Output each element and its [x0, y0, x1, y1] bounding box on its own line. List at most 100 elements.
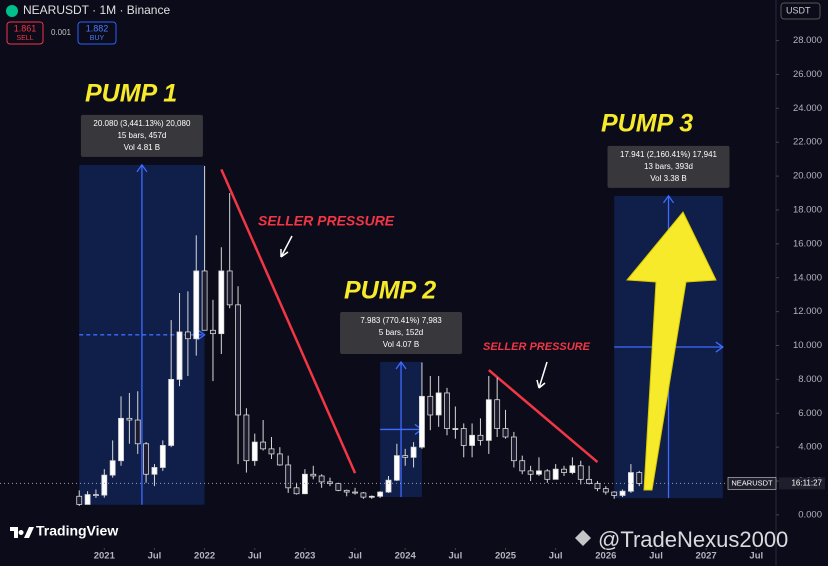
range-info-text: 13 bars, 393d — [644, 162, 693, 171]
x-tick-label: 2021 — [94, 551, 116, 562]
candle-body — [193, 270, 200, 340]
range-arrow-head — [395, 360, 407, 370]
range-arrow-head — [662, 194, 675, 204]
y-tick-label: 0.000 — [798, 509, 822, 520]
range-info-box — [340, 311, 463, 354]
candle-body — [628, 472, 634, 492]
candle-body — [544, 470, 551, 480]
sell-button[interactable] — [6, 21, 44, 45]
candle-body — [293, 487, 300, 495]
countdown: 16:11:27 — [791, 479, 822, 488]
candle-body — [460, 428, 467, 446]
candle-body — [410, 446, 417, 458]
candle-body — [76, 495, 83, 505]
x-tick-label: Jul — [248, 551, 262, 562]
candle-body — [477, 434, 484, 441]
candle-body — [393, 455, 400, 481]
candle-body — [93, 494, 99, 496]
currency: USDT — [786, 5, 811, 15]
candle-body — [84, 494, 91, 505]
currency-select[interactable] — [780, 2, 821, 20]
candle-body — [235, 304, 241, 416]
spread: 0.001 — [51, 28, 72, 37]
hint-arrow — [280, 235, 293, 258]
x-tick-label: Jul — [148, 551, 162, 562]
candles — [76, 165, 643, 506]
candle-body — [109, 460, 116, 476]
range-mid-head — [715, 341, 724, 353]
range-info-box — [607, 145, 730, 188]
candle-body — [126, 417, 133, 421]
candle-body — [619, 490, 626, 496]
candle-body — [184, 331, 191, 340]
range-info-box — [80, 114, 203, 157]
sell-price: 1.861 — [14, 23, 37, 33]
candle-body — [276, 453, 283, 466]
buy-button[interactable] — [77, 21, 117, 45]
candle-body — [343, 489, 350, 493]
range-info-text: 17.941 (2,160.41%) 17,941 — [620, 150, 718, 159]
candle-body — [143, 443, 149, 475]
candle-body — [510, 436, 517, 462]
candle-body — [285, 464, 292, 489]
pump-label: PUMP 1 — [85, 80, 177, 108]
x-tick-label: Jul — [749, 551, 763, 562]
range-info-text: 20.080 (3,441.13%) 20,080 — [93, 119, 191, 128]
candle-body — [536, 470, 542, 475]
pump-label: PUMP 2 — [344, 277, 436, 305]
candle-body — [444, 392, 450, 429]
candle-body — [586, 478, 593, 484]
candle-body — [243, 414, 250, 462]
candle-body — [318, 475, 325, 483]
y-tick-label: 24.000 — [793, 103, 822, 114]
candle-body — [561, 468, 567, 473]
candle-body — [260, 441, 267, 450]
candle-body — [268, 448, 275, 455]
y-tick-label: 18.000 — [793, 204, 822, 215]
countdown-box — [779, 477, 825, 490]
candle-body — [159, 445, 166, 468]
overlay — [280, 211, 717, 491]
x-tick-label: 2026 — [595, 551, 616, 562]
price-tag-symbol: NEARUSDT — [731, 478, 773, 487]
tradingview-logo: TradingView — [10, 523, 118, 539]
x-tick-label: 2025 — [495, 551, 517, 562]
trend-label: SELLER PRESSURE — [258, 213, 395, 229]
range-info-text: 15 bars, 457d — [117, 131, 166, 140]
candle-body — [594, 483, 601, 490]
y-tick-label: 22.000 — [793, 137, 822, 148]
x-tick-label: 2023 — [294, 551, 315, 562]
trend-line — [487, 369, 599, 464]
x-tick-label: 2022 — [194, 551, 215, 562]
candle-body — [502, 428, 509, 438]
watermark: @TradeNexus2000 — [598, 527, 788, 552]
x-tick-label: Jul — [549, 551, 563, 562]
candle-body — [402, 455, 409, 458]
annotations: 20.080 (3,441.13%) 20,080 15 bars, 457d Vo… — [79, 80, 730, 505]
range-info-text: Vol 4.07 B — [383, 340, 419, 349]
candle-body — [210, 329, 216, 335]
trend-label: SELLER PRESSURE — [483, 341, 591, 353]
candle-body — [611, 491, 618, 496]
candle-body — [435, 392, 442, 416]
x-tick-label: Jul — [449, 551, 463, 562]
candle-body — [636, 472, 643, 484]
candle-body — [218, 270, 225, 335]
candle-body — [519, 460, 526, 472]
candle-body — [360, 492, 367, 498]
yellow-arrow — [625, 211, 717, 491]
hint-arrow — [536, 361, 548, 389]
watermark-icon — [575, 530, 591, 546]
candle-body — [368, 495, 375, 498]
candle-body — [452, 428, 459, 430]
x-tick-label: Jul — [348, 551, 362, 562]
candle-body — [176, 331, 183, 380]
candle-body — [485, 399, 492, 441]
y-tick-label: 12.000 — [793, 306, 822, 317]
trend-line — [220, 168, 357, 474]
candle-body — [251, 441, 258, 462]
range-info-text: 5 bars, 152d — [379, 328, 423, 337]
buy-price: 1.882 — [86, 23, 109, 33]
